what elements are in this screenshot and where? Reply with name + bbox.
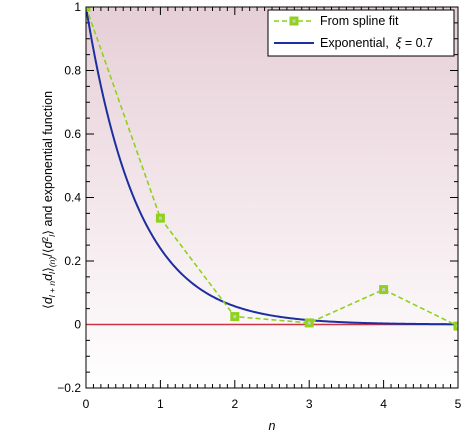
legend-exp-label: Exponential, ξ = 0.7 [320, 36, 433, 50]
y-tick-label: 0.4 [64, 191, 81, 205]
spline-point-center [158, 216, 162, 220]
plot-frame [85, 6, 459, 389]
y-tick-label: 1 [74, 0, 81, 14]
x-tick-label: 3 [306, 397, 313, 411]
tick-labels: 0 1 2 3 4 5−0.200.20.40.60.81 [57, 0, 461, 411]
spline-series-line [86, 7, 458, 327]
legend-spline-marker-center [292, 19, 296, 23]
spline-point-center [456, 324, 458, 328]
y-tick-label: −0.2 [57, 381, 81, 395]
spline-point [86, 7, 91, 12]
legend: From spline fit Exponential, ξ = 0.7 [267, 9, 455, 57]
y-axis-title: ⟨dl + ndl⟩(n)/⟨d2l⟩ and exponential func… [40, 91, 57, 309]
spline-point-center [233, 315, 237, 319]
x-axis-title: n [269, 419, 276, 433]
spline-point-center [382, 288, 386, 292]
y-tick-label: 0 [74, 318, 81, 332]
x-tick-label: 5 [455, 397, 462, 411]
plot-area [86, 7, 458, 331]
legend-box [267, 9, 455, 57]
y-tick-label: 0.8 [64, 64, 81, 78]
plot-background [86, 7, 458, 388]
x-tick-label: 4 [380, 397, 387, 411]
x-tick-label: 2 [231, 397, 238, 411]
x-tick-label: 0 [83, 397, 90, 411]
y-tick-label: 0.2 [64, 254, 81, 268]
x-tick-label: 1 [157, 397, 164, 411]
spline-point-center [307, 321, 311, 325]
spline-point [453, 321, 458, 331]
spline-point-center [86, 7, 88, 9]
y-tick-label: 0.6 [64, 127, 81, 141]
legend-spline-label: From spline fit [320, 14, 399, 28]
exponential-series-line [86, 7, 458, 326]
